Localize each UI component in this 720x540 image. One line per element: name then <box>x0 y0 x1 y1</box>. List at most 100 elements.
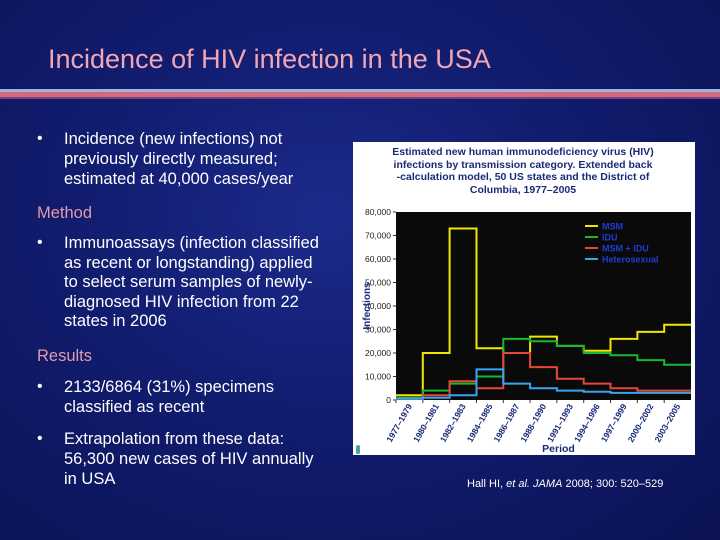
x-tick-label: 1980–1981 <box>411 402 441 444</box>
data-point <box>542 387 545 390</box>
chart-title-line: infections by transmission category. Ext… <box>393 158 653 171</box>
title-rule-bottom <box>0 97 720 99</box>
data-point <box>596 352 598 354</box>
data-point <box>435 352 438 354</box>
y-tick-label: 20,000 <box>365 348 391 358</box>
chart-title-line: Columbia, 1977–2005 <box>469 183 577 196</box>
data-point <box>435 389 438 392</box>
data-point <box>435 396 438 399</box>
data-point <box>676 363 679 366</box>
line-chart: 0 10,000 20,000 30,000 40,000 50,000 60,000 70,… <box>362 207 691 455</box>
plot-area <box>396 212 691 400</box>
method-line: Immunoassays (infection classified <box>64 234 319 252</box>
method-line: diagnosed HIV infection from 22 <box>64 293 299 311</box>
x-tick-label: 1982–1983 <box>438 402 468 444</box>
x-tick-label: 1986–1987 <box>491 402 521 444</box>
bullet-glyph: • <box>37 378 43 395</box>
y-tick-label: 50,000 <box>365 278 391 288</box>
citation-journal: JAMA <box>529 478 563 490</box>
x-tick-label: 2000–2002 <box>626 402 656 444</box>
x-tick-label: 1988–1990 <box>518 402 548 444</box>
data-point <box>596 390 598 393</box>
y-tick-label: 40,000 <box>365 301 391 311</box>
chart-title-line: -calculation model, 50 US states and the… <box>396 171 650 183</box>
y-axis-label: Infections <box>362 282 373 330</box>
result-line: classified as recent <box>64 398 205 416</box>
legend-label: MSM <box>602 222 623 232</box>
data-point <box>569 345 572 347</box>
data-point <box>489 387 491 390</box>
method-line: to select serum samples of newly- <box>64 273 313 291</box>
bullet-glyph: • <box>37 234 43 251</box>
y-tick-label: 80,000 <box>365 207 391 217</box>
series-line <box>396 368 691 400</box>
data-point <box>649 359 652 361</box>
data-point <box>489 347 491 350</box>
method-line: as recent or longstanding) applied <box>64 254 313 272</box>
citation: Hall HI, et al. JAMA 2008; 300: 520–529 <box>467 478 663 490</box>
data-point <box>408 394 411 397</box>
intro-line: previously directly measured; <box>64 150 278 168</box>
chart-title-line: Estimated new human immunodeficiency vir… <box>392 146 654 158</box>
title-rule-top <box>0 89 720 92</box>
chart-panel: Estimated new human immunodeficiency vir… <box>353 142 695 455</box>
data-point <box>515 338 518 340</box>
data-point <box>408 398 411 400</box>
x-tick-label: 1994–1996 <box>572 402 602 444</box>
data-point <box>596 382 598 385</box>
data-point <box>462 227 464 230</box>
y-tick-label: 30,000 <box>365 325 391 335</box>
data-point <box>676 392 679 394</box>
data-point <box>569 378 572 380</box>
data-point <box>489 375 491 378</box>
data-point <box>569 389 572 392</box>
y-tick-label: 10,000 <box>365 372 391 382</box>
result-line: in USA <box>64 470 116 488</box>
citation-details: 2008; 300: 520–529 <box>562 478 664 490</box>
result-line: Extrapolation from these data: <box>64 430 285 448</box>
x-axis-label: Period <box>542 443 575 455</box>
legend-label: Heterosexual <box>602 255 659 265</box>
legend-label: MSM + IDU <box>602 244 649 254</box>
x-tick-label: 1977–1979 <box>384 402 414 444</box>
data-point <box>623 387 625 390</box>
title-rule-middle <box>0 92 720 97</box>
data-point <box>515 382 518 385</box>
data-point <box>623 392 625 394</box>
data-point <box>542 340 545 343</box>
y-tick-label: 0 <box>386 395 391 405</box>
data-point <box>596 349 598 352</box>
citation-authors: Hall HI, <box>467 478 507 490</box>
result-line: 2133/6864 (31%) specimens <box>64 378 275 396</box>
x-tick-label: 2003–2005 <box>652 402 682 444</box>
data-point <box>676 324 679 326</box>
data-point <box>462 382 464 385</box>
marker-dot <box>356 445 360 454</box>
citation-etal: et al. <box>506 478 530 490</box>
series-line <box>396 352 691 400</box>
result-line: 56,300 new cases of HIV annually <box>64 450 314 468</box>
intro-line: Incidence (new infections) not <box>64 130 283 148</box>
bullet-glyph: • <box>37 130 43 147</box>
method-heading: Method <box>37 204 93 222</box>
y-tick-label: 70,000 <box>365 231 391 241</box>
data-point <box>515 352 518 354</box>
data-point <box>649 389 652 392</box>
x-tick-label: 1984–1985 <box>465 402 495 444</box>
x-tick-label: 1997–1999 <box>599 402 629 444</box>
data-point <box>623 354 625 357</box>
intro-line: estimated at 40,000 cases/year <box>64 170 294 188</box>
data-point <box>542 335 545 338</box>
data-point <box>435 394 438 397</box>
data-point <box>489 368 491 371</box>
data-point <box>676 389 679 392</box>
data-point <box>542 366 545 368</box>
data-point <box>649 331 652 333</box>
bullet-glyph: • <box>37 430 43 447</box>
x-tick-label: 1991–1993 <box>545 402 575 444</box>
method-line: states in 2006 <box>64 312 167 330</box>
chart-title: Estimated new human immunodeficiency vir… <box>373 146 673 196</box>
data-point <box>462 380 464 382</box>
slide-title: Incidence of HIV infection in the USA <box>48 44 491 74</box>
data-point <box>649 392 652 394</box>
